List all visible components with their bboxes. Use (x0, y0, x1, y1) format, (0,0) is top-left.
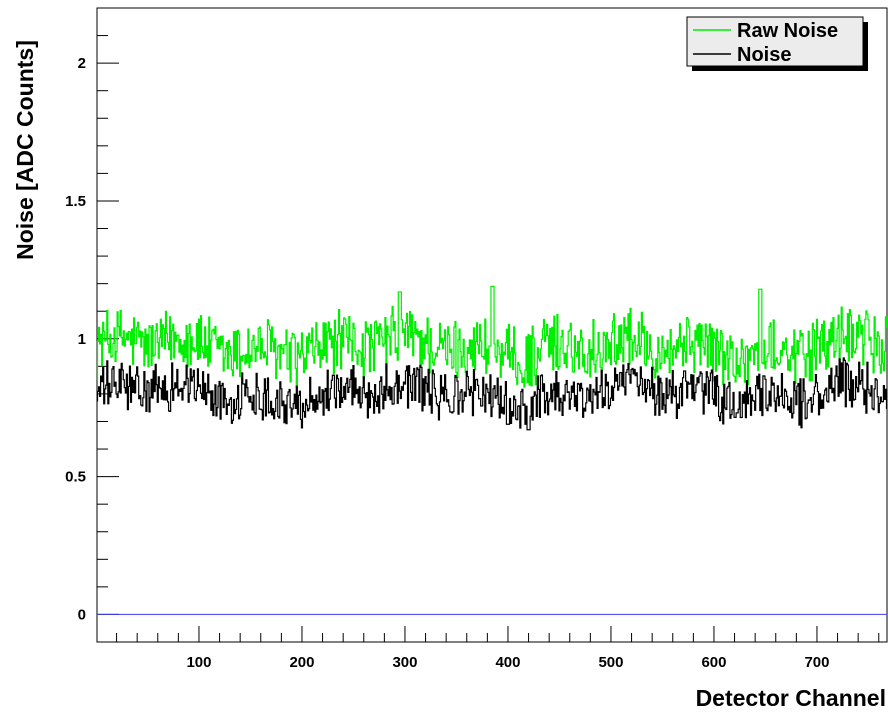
y-tick-labels: 0 0.5 1 1.5 2 (65, 55, 86, 623)
legend: Raw Noise Noise (686, 16, 868, 71)
series-line-raw-noise (96, 285, 888, 388)
y-tick-label: 1 (78, 331, 86, 348)
legend-label-noise: Noise (737, 44, 791, 66)
x-tick-label: 300 (392, 654, 417, 671)
x-tick-label: 200 (289, 654, 314, 671)
y-tick-label: 0.5 (65, 469, 86, 486)
series-line-noise (96, 357, 888, 431)
x-tick-label: 100 (186, 654, 211, 671)
x-tick-label: 600 (701, 654, 726, 671)
x-axis-label: Detector Channel (696, 685, 886, 711)
x-tick-labels: 100 200 300 400 500 600 700 (186, 654, 829, 671)
legend-label-raw-noise: Raw Noise (737, 20, 838, 42)
y-tick-label: 1.5 (65, 193, 86, 210)
y-tick-label: 0 (78, 606, 86, 623)
y-axis-label: Noise [ADC Counts] (12, 40, 38, 260)
plot-area (96, 7, 888, 643)
axis-ticks (97, 7, 880, 643)
legend-box (686, 16, 864, 67)
x-tick-label: 400 (495, 654, 520, 671)
y-tick-label: 2 (78, 55, 86, 72)
x-tick-label: 700 (804, 654, 829, 671)
x-tick-label: 500 (598, 654, 623, 671)
